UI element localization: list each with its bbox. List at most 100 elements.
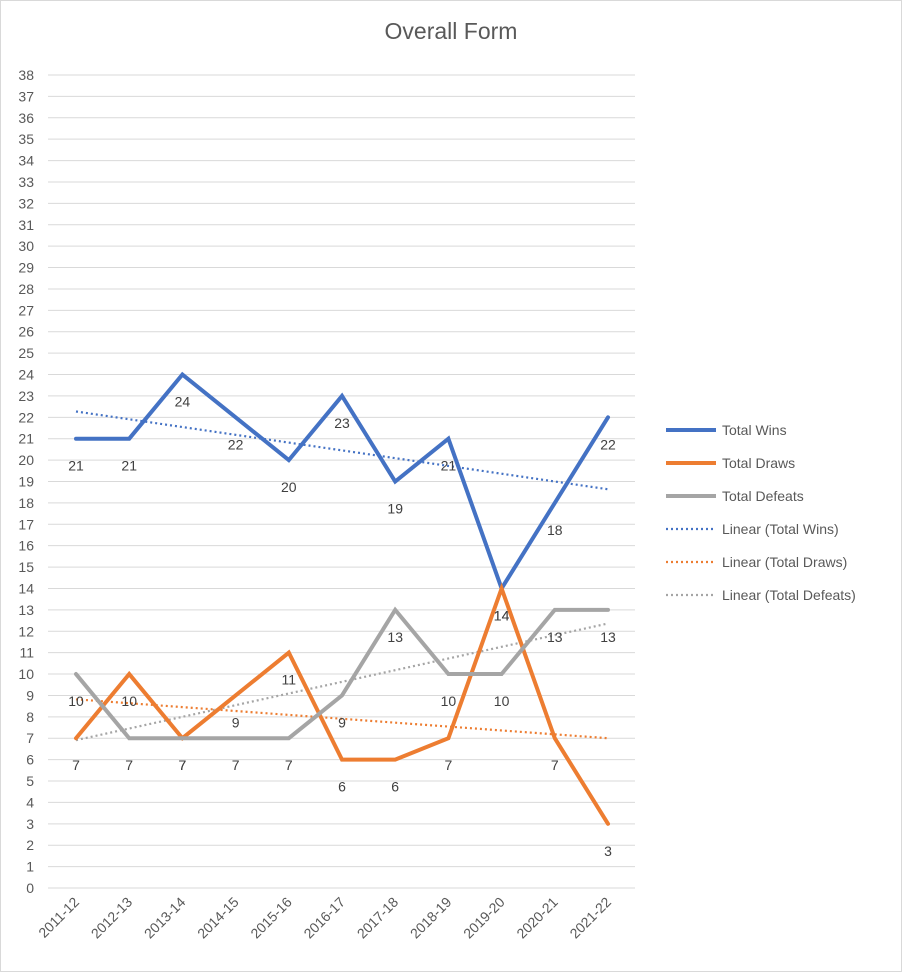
y-tick-label: 16 [18, 538, 34, 554]
y-tick-label: 18 [18, 495, 34, 511]
data-label: 23 [334, 415, 350, 431]
y-tick-label: 1 [26, 859, 34, 875]
data-label: 21 [121, 458, 137, 474]
data-label: 10 [121, 693, 137, 709]
y-tick-label: 6 [26, 752, 34, 768]
data-label: 10 [494, 693, 510, 709]
y-tick-label: 23 [18, 388, 34, 404]
y-tick-label: 17 [18, 516, 34, 532]
data-label: 20 [281, 479, 297, 495]
y-tick-label: 36 [18, 110, 34, 126]
y-tick-label: 22 [18, 409, 34, 425]
y-tick-label: 14 [18, 580, 34, 596]
x-tick-label: 2019-20 [460, 894, 508, 942]
y-tick-label: 29 [18, 260, 34, 276]
series-line [74, 582, 610, 826]
data-label: 7 [72, 757, 80, 773]
x-tick-label: 2015-16 [247, 894, 295, 942]
y-tick-label: 12 [18, 623, 34, 639]
y-tick-label: 31 [18, 217, 34, 233]
y-axis-ticks: 0123456789101112131415161718192021222324… [18, 67, 34, 896]
data-label: 14 [494, 607, 510, 623]
y-tick-label: 35 [18, 131, 34, 147]
y-tick-label: 20 [18, 452, 34, 468]
y-tick-label: 11 [19, 645, 34, 661]
y-tick-label: 27 [18, 302, 34, 318]
data-label: 21 [441, 458, 457, 474]
x-tick-label: 2017-18 [354, 894, 402, 942]
trendline [75, 698, 609, 740]
y-tick-label: 26 [18, 324, 34, 340]
x-axis-ticks: 2011-12 2012-13 2013-14 2014-15 2015-16 2016-… [35, 894, 614, 942]
data-label: 13 [600, 629, 616, 645]
data-label: 10 [441, 693, 457, 709]
y-tick-label: 28 [18, 281, 34, 297]
x-tick-label: 2021-22 [566, 894, 614, 942]
trendline [75, 622, 609, 742]
legend-label: Total Wins [722, 422, 787, 438]
y-tick-label: 7 [26, 730, 34, 746]
y-tick-label: 38 [18, 67, 34, 83]
data-label: 9 [338, 714, 346, 730]
data-label: 9 [232, 714, 240, 730]
data-label: 7 [445, 757, 453, 773]
data-label: 6 [391, 779, 399, 795]
x-tick-label: 2013-14 [141, 894, 189, 942]
y-tick-label: 9 [26, 687, 34, 703]
trendlines [75, 410, 609, 742]
legend-label: Linear (Total Defeats) [722, 587, 856, 603]
y-tick-label: 4 [26, 794, 34, 810]
series-lines [74, 371, 610, 826]
legend-label: Total Draws [722, 455, 795, 471]
y-tick-label: 34 [18, 153, 34, 169]
y-tick-label: 19 [18, 474, 34, 490]
y-tick-label: 13 [18, 602, 34, 618]
x-tick-label: 2011-12 [35, 894, 82, 941]
x-tick-label: 2014-15 [194, 894, 242, 942]
data-label: 19 [387, 501, 403, 517]
y-tick-label: 21 [18, 431, 34, 447]
legend-label: Linear (Total Draws) [722, 554, 847, 570]
series-line [74, 606, 610, 741]
y-tick-label: 32 [18, 195, 34, 211]
y-tick-label: 15 [18, 559, 34, 575]
data-label: 7 [551, 757, 559, 773]
y-tick-label: 10 [18, 666, 34, 682]
x-tick-label: 2016-17 [300, 894, 348, 942]
data-label: 7 [232, 757, 240, 773]
y-tick-label: 5 [26, 773, 34, 789]
y-tick-label: 24 [18, 367, 34, 383]
data-label: 11 [282, 672, 297, 688]
data-label: 22 [600, 436, 616, 452]
chart-title: Overall Form [384, 18, 518, 44]
y-tick-label: 8 [26, 709, 34, 725]
series-line [74, 371, 610, 594]
data-label: 21 [68, 458, 84, 474]
data-label: 7 [179, 757, 187, 773]
data-label: 7 [125, 757, 133, 773]
legend-label: Linear (Total Wins) [722, 521, 839, 537]
x-tick-label: 2020-21 [513, 894, 561, 942]
data-label: 13 [387, 629, 403, 645]
data-label: 7 [179, 757, 187, 773]
y-tick-label: 3 [26, 816, 34, 832]
data-label: 18 [547, 522, 563, 538]
data-label: 6 [338, 779, 346, 795]
legend: Total Wins Total Draws Total Defeats Linear… [666, 422, 856, 603]
data-label: 22 [228, 436, 244, 452]
gridlines [48, 74, 635, 889]
data-label: 7 [285, 757, 293, 773]
y-tick-label: 37 [18, 88, 34, 104]
x-tick-label: 2018-19 [407, 894, 455, 942]
data-label: 24 [175, 394, 191, 410]
data-label: 3 [604, 843, 612, 859]
y-tick-label: 30 [18, 238, 34, 254]
data-label: 13 [547, 629, 563, 645]
y-tick-label: 2 [26, 837, 34, 853]
data-label: 10 [68, 693, 84, 709]
y-tick-label: 25 [18, 345, 34, 361]
y-tick-label: 0 [26, 880, 34, 896]
